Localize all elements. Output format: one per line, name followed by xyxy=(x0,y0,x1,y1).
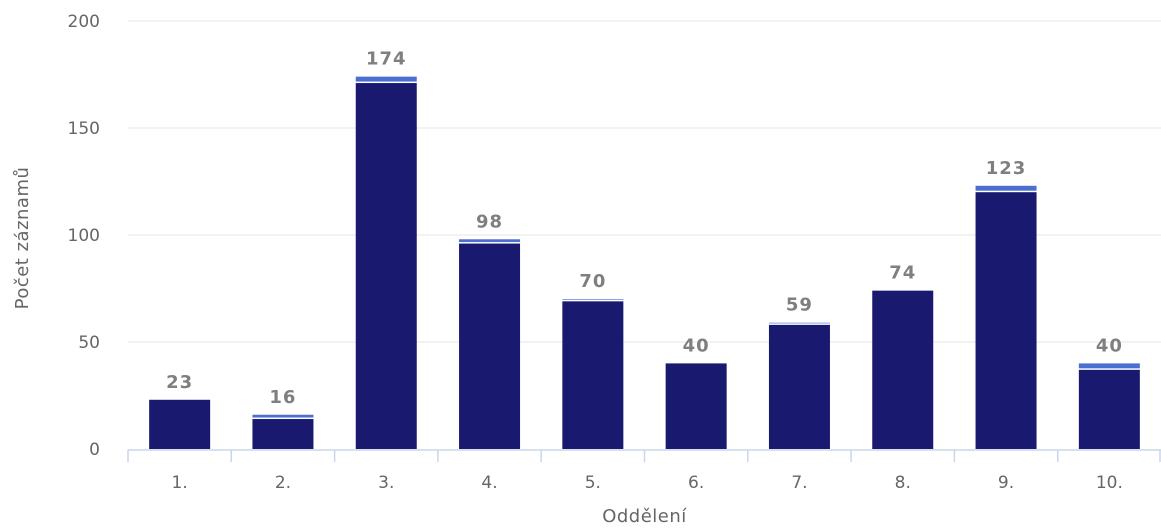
x-tick-label: 1. xyxy=(172,473,188,493)
x-tick-label: 2. xyxy=(275,473,291,493)
bar-segment-series-1 xyxy=(975,192,1037,449)
x-axis-title: Oddělení xyxy=(602,506,687,527)
x-tick-label: 8. xyxy=(895,473,911,493)
bar-segment-series-1 xyxy=(252,419,314,449)
bar-segment-series-2 xyxy=(562,299,624,300)
bar-segment-series-2 xyxy=(459,239,521,243)
bar-segment-series-1 xyxy=(149,399,211,449)
bar-segment-series-1 xyxy=(562,301,624,449)
data-label: 98 xyxy=(476,211,503,232)
bars xyxy=(149,76,1140,449)
data-label: 70 xyxy=(579,271,606,292)
data-label: 59 xyxy=(786,295,813,316)
bar-segment-series-2 xyxy=(768,322,830,324)
bar-segment-series-2 xyxy=(975,185,1037,191)
bar-segment-series-2 xyxy=(355,76,417,82)
x-tick-label: 4. xyxy=(481,473,497,493)
data-label: 174 xyxy=(366,49,407,70)
data-label: 40 xyxy=(1096,335,1123,356)
bar-segment-series-1 xyxy=(459,243,521,449)
y-axis-title: Počet záznamů xyxy=(12,167,33,310)
x-tick-label: 5. xyxy=(585,473,601,493)
data-labels: 23 16 174 98 70 40 59 74 123 40 xyxy=(166,49,1123,408)
data-label: 40 xyxy=(683,335,710,356)
data-label: 16 xyxy=(269,387,296,408)
bar-segment-series-1 xyxy=(1078,369,1140,449)
bar-segment-series-1 xyxy=(665,363,727,449)
x-tick-label: 7. xyxy=(791,473,807,493)
bar-segment-series-1 xyxy=(355,83,417,449)
x-tick-label: 9. xyxy=(998,473,1014,493)
y-tick-label: 50 xyxy=(78,333,100,353)
y-axis-ticks: 0 50 100 150 200 xyxy=(68,12,100,460)
y-tick-label: 200 xyxy=(68,12,100,32)
bar-segment-series-1 xyxy=(768,324,830,449)
data-label: 23 xyxy=(166,372,193,393)
x-tick-label: 6. xyxy=(688,473,704,493)
x-tick-label: 10. xyxy=(1096,473,1123,493)
data-label: 123 xyxy=(986,158,1027,179)
y-tick-label: 100 xyxy=(68,226,100,246)
data-label: 74 xyxy=(889,263,916,284)
bar-segment-series-1 xyxy=(872,290,934,449)
bar-segment-series-2 xyxy=(1078,363,1140,369)
y-tick-label: 150 xyxy=(68,119,100,139)
x-axis xyxy=(127,449,1161,462)
y-tick-label: 0 xyxy=(89,440,100,460)
x-tick-label: 3. xyxy=(378,473,394,493)
bar-segment-series-2 xyxy=(252,414,314,418)
x-axis-ticks: 1. 2. 3. 4. 5. 6. 7. 8. 9. 10. xyxy=(172,473,1123,493)
